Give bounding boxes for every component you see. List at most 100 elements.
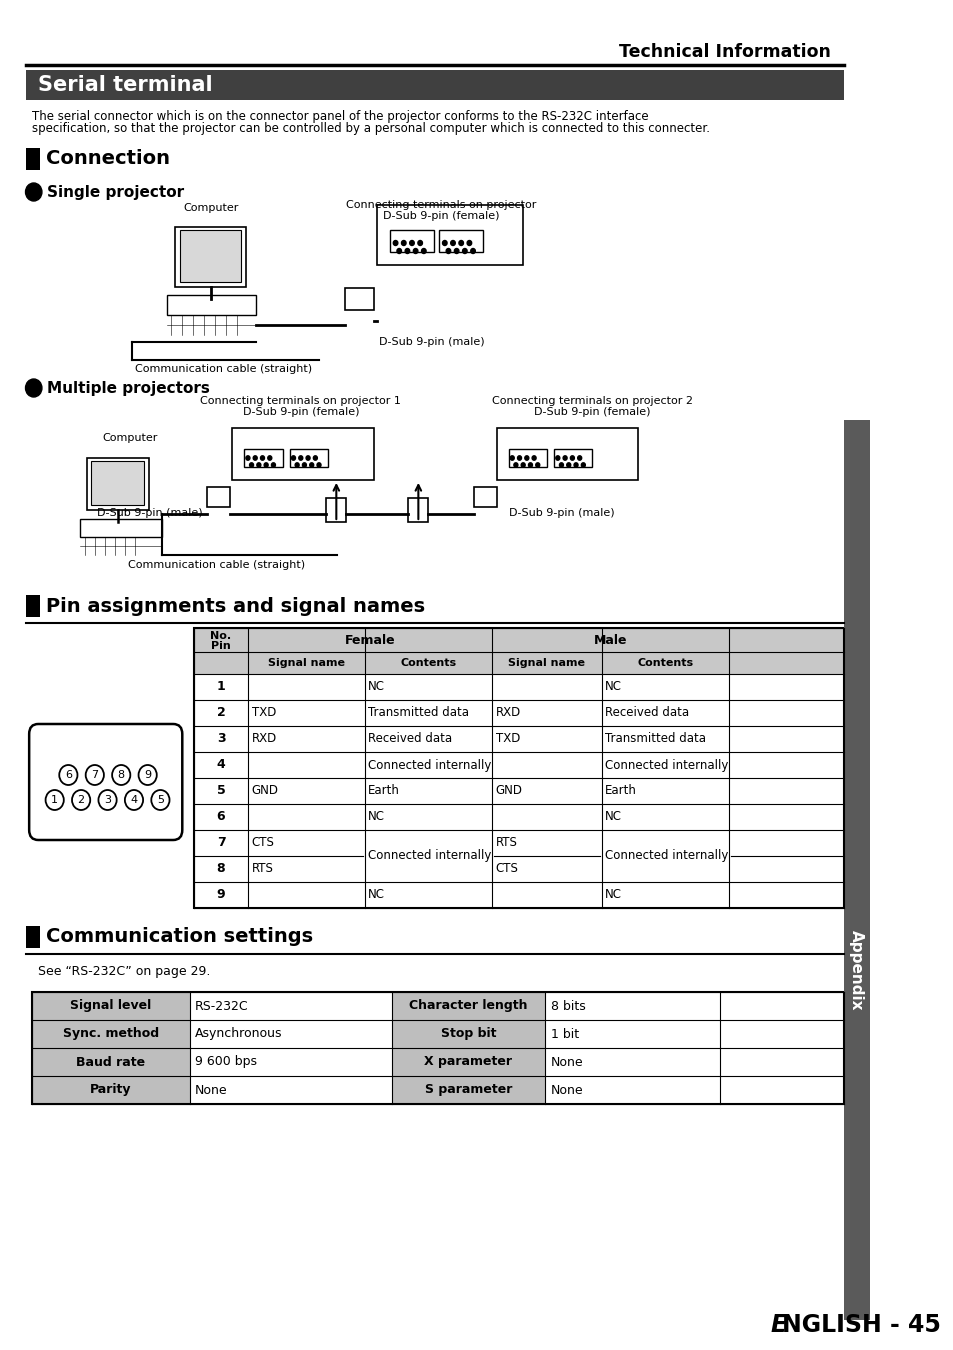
Text: Pin: Pin <box>211 641 231 651</box>
Bar <box>233 428 374 481</box>
Text: Transmitted data: Transmitted data <box>604 733 705 745</box>
Circle shape <box>462 248 467 254</box>
Text: Female: Female <box>344 633 395 647</box>
Text: D-Sub 9-pin (male): D-Sub 9-pin (male) <box>508 508 614 518</box>
Bar <box>26 148 40 170</box>
Circle shape <box>405 248 409 254</box>
Bar <box>326 498 346 522</box>
Text: CTS: CTS <box>496 863 518 876</box>
FancyBboxPatch shape <box>30 724 182 840</box>
Circle shape <box>71 790 91 810</box>
Text: 8: 8 <box>216 863 225 876</box>
Text: D-Sub 9-pin (female): D-Sub 9-pin (female) <box>242 406 358 417</box>
Circle shape <box>86 765 104 784</box>
Bar <box>31 1021 190 1048</box>
Text: E: E <box>769 1314 785 1336</box>
Text: 9: 9 <box>216 888 225 902</box>
Bar <box>87 458 149 510</box>
Text: 5: 5 <box>156 795 164 805</box>
Bar <box>26 70 843 100</box>
Text: None: None <box>194 1084 228 1096</box>
Bar <box>196 298 224 304</box>
Text: TXD: TXD <box>496 733 519 745</box>
Circle shape <box>268 456 272 460</box>
Text: 1 bit: 1 bit <box>550 1027 578 1041</box>
Bar <box>207 487 230 508</box>
Circle shape <box>517 456 521 460</box>
Text: Connected internally: Connected internally <box>604 849 728 863</box>
Circle shape <box>138 765 156 784</box>
Bar <box>392 1021 544 1048</box>
Bar <box>194 652 843 674</box>
Text: None: None <box>550 1084 582 1096</box>
Text: No.: No. <box>211 630 232 641</box>
Text: Connecting terminals on projector 1: Connecting terminals on projector 1 <box>200 396 401 406</box>
Text: Technical Information: Technical Information <box>618 43 830 61</box>
Circle shape <box>246 456 250 460</box>
Bar <box>174 227 246 288</box>
Text: Male: Male <box>594 633 627 647</box>
Circle shape <box>292 456 295 460</box>
Circle shape <box>409 240 414 246</box>
Text: 9 600 bps: 9 600 bps <box>194 1056 256 1068</box>
Text: 4: 4 <box>131 795 137 805</box>
Bar <box>194 628 843 652</box>
Text: 9: 9 <box>144 769 152 780</box>
Circle shape <box>302 463 306 467</box>
Circle shape <box>306 456 310 460</box>
Circle shape <box>46 790 64 810</box>
Text: RTS: RTS <box>496 837 517 849</box>
Circle shape <box>574 463 578 467</box>
Text: Earth: Earth <box>604 784 637 798</box>
Bar <box>91 460 144 505</box>
Circle shape <box>393 240 397 246</box>
Text: The serial connector which is on the connector panel of the projector conforms t: The serial connector which is on the con… <box>31 109 648 123</box>
Circle shape <box>250 463 253 467</box>
Circle shape <box>467 240 471 246</box>
Text: Multiple projectors: Multiple projectors <box>48 381 210 396</box>
Text: NC: NC <box>368 888 385 902</box>
Circle shape <box>294 463 299 467</box>
Text: Transmitted data: Transmitted data <box>368 706 469 720</box>
Bar <box>344 288 374 311</box>
Text: Communication settings: Communication settings <box>46 927 313 946</box>
Text: Connecting terminals on projector: Connecting terminals on projector <box>346 200 536 211</box>
Text: 7: 7 <box>216 837 225 849</box>
Circle shape <box>578 456 581 460</box>
Text: 3: 3 <box>104 795 111 805</box>
Circle shape <box>396 248 401 254</box>
Text: Signal name: Signal name <box>268 657 344 668</box>
Text: NC: NC <box>604 810 621 824</box>
Text: Received data: Received data <box>604 706 689 720</box>
Text: Computer: Computer <box>184 202 239 213</box>
Text: Single projector: Single projector <box>48 185 184 200</box>
Text: Connected internally: Connected internally <box>604 759 728 771</box>
Text: Asynchronous: Asynchronous <box>194 1027 282 1041</box>
Circle shape <box>536 463 539 467</box>
Bar <box>26 926 40 948</box>
Text: D-Sub 9-pin (female): D-Sub 9-pin (female) <box>382 211 498 221</box>
Bar <box>377 205 522 265</box>
Circle shape <box>152 790 170 810</box>
Text: Pin assignments and signal names: Pin assignments and signal names <box>46 597 424 616</box>
Circle shape <box>272 463 275 467</box>
Bar <box>194 628 843 909</box>
Circle shape <box>454 248 458 254</box>
Circle shape <box>510 456 514 460</box>
Text: X parameter: X parameter <box>424 1056 512 1068</box>
Text: D-Sub 9-pin (male): D-Sub 9-pin (male) <box>96 508 202 518</box>
Text: Stop bit: Stop bit <box>440 1027 496 1041</box>
Text: D-Sub 9-pin (male): D-Sub 9-pin (male) <box>378 338 484 347</box>
Bar <box>31 1048 190 1076</box>
Circle shape <box>470 248 475 254</box>
Text: 2: 2 <box>216 706 225 720</box>
Bar <box>497 428 638 481</box>
Circle shape <box>26 184 42 201</box>
Bar <box>244 450 282 467</box>
Text: RXD: RXD <box>496 706 520 720</box>
Text: None: None <box>550 1056 582 1068</box>
Text: Computer: Computer <box>102 433 157 443</box>
Text: S parameter: S parameter <box>424 1084 512 1096</box>
Text: RS-232C: RS-232C <box>194 999 249 1012</box>
Circle shape <box>580 463 585 467</box>
